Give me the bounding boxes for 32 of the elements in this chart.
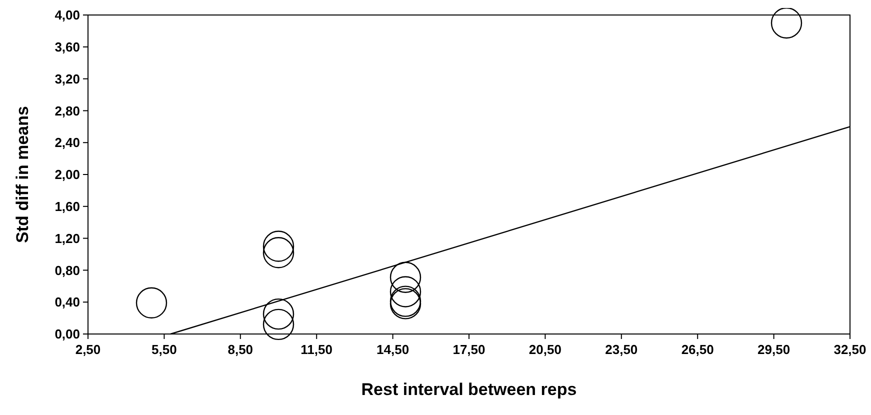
point: [262, 230, 294, 262]
y-tick-label: 0,00: [54, 326, 80, 342]
x-tick-label: 5,50: [152, 342, 177, 357]
y-tick-label: 3,20: [54, 71, 80, 86]
point: [136, 287, 168, 318]
y-tick-label: 2,00: [54, 167, 80, 182]
x-tick-label: 32,50: [834, 342, 866, 357]
x-tick-label: 20,50: [528, 342, 562, 357]
point: [262, 298, 294, 330]
point: [390, 276, 422, 308]
y-tick-label: 2,40: [54, 135, 80, 150]
y-tick-label: 0,40: [54, 294, 80, 310]
y-tick-label: 4,00: [54, 8, 80, 23]
x-tick-label: 8,50: [228, 342, 254, 357]
x-tick-label: 17,50: [452, 342, 486, 357]
y-tick-label: 3,60: [54, 39, 80, 54]
point: [390, 262, 422, 293]
x-axis-title: Rest interval between reps: [361, 380, 577, 399]
x-tick-label: 29,50: [758, 342, 790, 357]
y-axis-title: Std diff in means: [13, 106, 32, 243]
y-tick-label: 1,20: [54, 230, 80, 246]
point: [262, 308, 294, 340]
x-tick-label: 2,50: [75, 342, 101, 357]
y-tick-label: 2,80: [54, 103, 80, 118]
point: [262, 237, 294, 268]
point: [770, 8, 802, 39]
y-tick-label: 0,80: [54, 262, 80, 278]
x-tick-label: 26,50: [681, 342, 714, 357]
x-tick-label: 14,50: [376, 342, 410, 357]
x-tick-label: 11,50: [300, 342, 333, 357]
x-tick-label: 23,50: [605, 342, 638, 357]
y-tick-label: 1,60: [54, 198, 80, 214]
